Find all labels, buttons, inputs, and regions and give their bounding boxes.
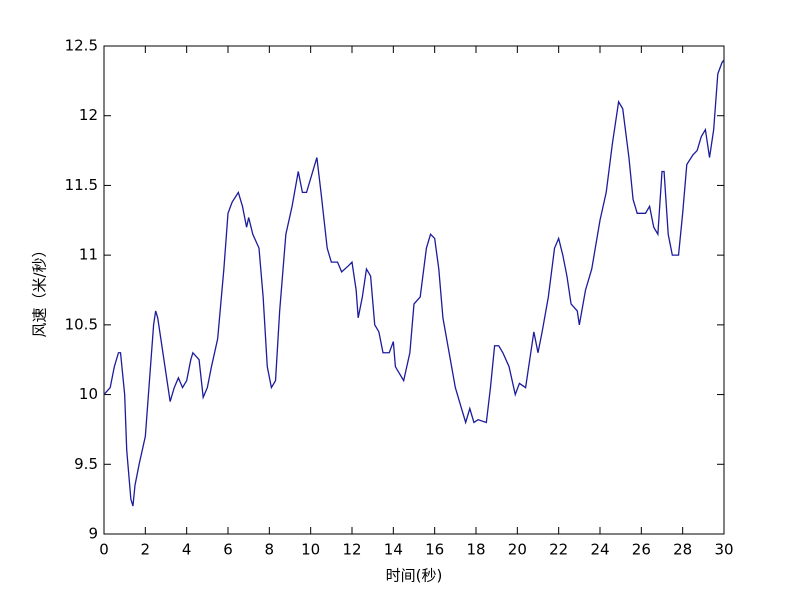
y-tick-label: 11 bbox=[79, 246, 98, 264]
y-tick-label: 10.5 bbox=[65, 315, 98, 333]
y-tick-label: 9 bbox=[88, 525, 98, 543]
data-line bbox=[103, 59, 725, 507]
x-tick-label: 24 bbox=[590, 541, 609, 559]
x-tick-label: 2 bbox=[141, 541, 151, 559]
y-tick-label: 12.5 bbox=[65, 37, 98, 55]
x-tick-label: 26 bbox=[632, 541, 651, 559]
x-tick-label: 10 bbox=[301, 541, 320, 559]
x-tick-label: 20 bbox=[508, 541, 527, 559]
y-tick-label: 9.5 bbox=[74, 455, 98, 473]
x-tick-label: 12 bbox=[342, 541, 361, 559]
y-tick-label: 10 bbox=[79, 385, 98, 403]
y-tick-label: 12 bbox=[79, 106, 98, 124]
plot-area bbox=[103, 45, 725, 535]
x-tick-label: 28 bbox=[673, 541, 692, 559]
x-tick-label: 18 bbox=[466, 541, 485, 559]
x-tick-label: 6 bbox=[223, 541, 233, 559]
y-axis-label: 风速（米/秒） bbox=[31, 242, 49, 337]
x-axis-label: 时间(秒) bbox=[386, 567, 443, 585]
x-tick-label: 16 bbox=[425, 541, 444, 559]
x-tick-label: 8 bbox=[265, 541, 275, 559]
x-tick-label: 0 bbox=[99, 541, 109, 559]
x-tick-label: 4 bbox=[182, 541, 192, 559]
y-tick-label: 11.5 bbox=[65, 176, 98, 194]
x-tick-label: 22 bbox=[549, 541, 568, 559]
x-tick-label: 14 bbox=[384, 541, 403, 559]
x-tick-label: 30 bbox=[714, 541, 733, 559]
